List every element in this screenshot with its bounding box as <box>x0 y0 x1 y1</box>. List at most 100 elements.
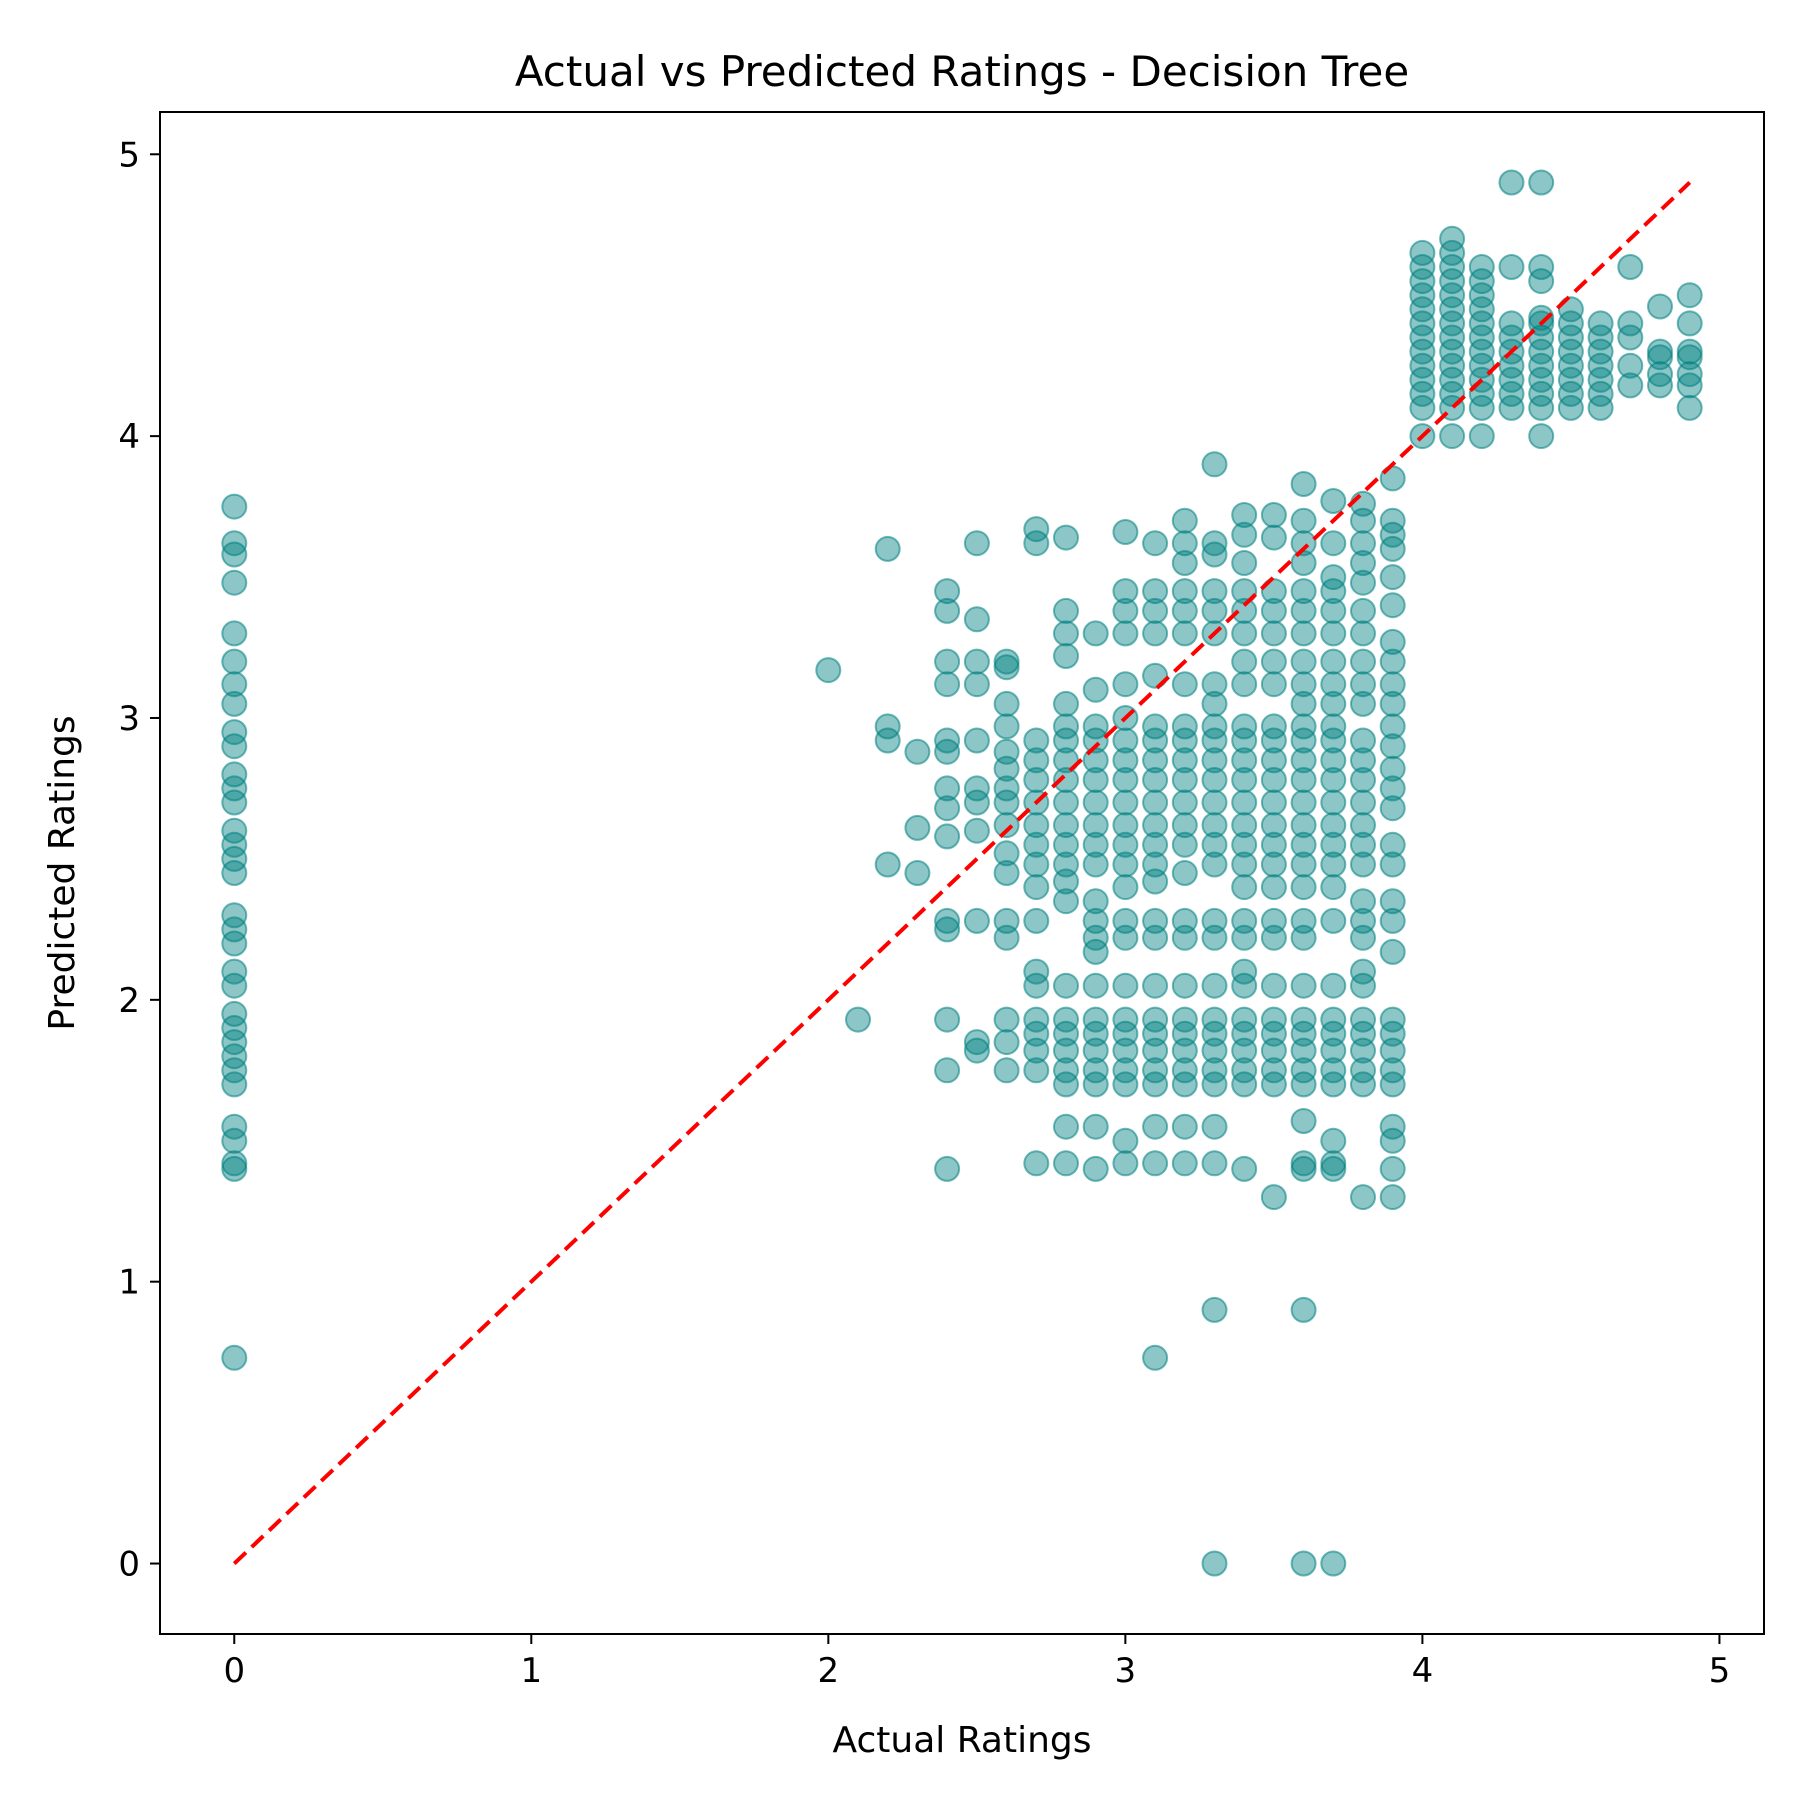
data-point <box>1201 831 1228 858</box>
data-point <box>1409 296 1436 323</box>
data-point <box>1350 530 1376 557</box>
data-point <box>1142 907 1169 934</box>
data-point <box>221 1155 248 1182</box>
data-point <box>1320 690 1347 717</box>
data-point <box>1260 727 1287 754</box>
data-point <box>221 493 248 520</box>
data-point <box>1350 1006 1376 1033</box>
data-point <box>1201 851 1228 878</box>
data-point <box>1142 1057 1169 1084</box>
data-point <box>1201 1057 1228 1084</box>
data-point <box>221 958 248 985</box>
data-point <box>1439 423 1466 450</box>
data-point <box>1350 812 1376 839</box>
data-point <box>1260 524 1287 551</box>
data-point <box>1082 789 1109 816</box>
data-point <box>221 916 248 943</box>
data-point <box>1379 713 1406 740</box>
data-point <box>1409 268 1436 295</box>
data-point <box>1112 1150 1139 1177</box>
data-point <box>1557 352 1584 379</box>
data-point <box>1231 874 1258 901</box>
data-point <box>993 738 1020 765</box>
data-point <box>1379 775 1406 802</box>
data-point <box>221 1150 248 1177</box>
data-point <box>1023 767 1050 793</box>
data-point <box>221 1057 248 1084</box>
data-point <box>1320 727 1347 754</box>
data-point <box>1171 972 1198 999</box>
data-point <box>1320 831 1347 858</box>
data-point <box>993 713 1020 740</box>
data-point <box>1171 789 1198 816</box>
data-point <box>1231 812 1258 839</box>
data-point <box>963 727 990 754</box>
data-point <box>1528 352 1555 379</box>
data-point <box>1587 338 1614 365</box>
data-point <box>1260 907 1287 934</box>
data-point <box>1350 767 1376 793</box>
data-point <box>1468 394 1495 421</box>
data-point <box>1290 1071 1317 1098</box>
data-point <box>1201 767 1228 793</box>
data-point <box>874 713 901 740</box>
data-point <box>963 671 990 698</box>
data-point <box>904 738 931 765</box>
data-point <box>1112 1020 1139 1047</box>
data-point <box>1676 394 1703 421</box>
data-point <box>1142 597 1169 624</box>
data-point <box>1409 352 1436 379</box>
data-point <box>1290 671 1317 698</box>
data-point <box>1290 1550 1317 1577</box>
data-point <box>1350 620 1376 647</box>
data-point <box>1498 394 1525 421</box>
data-point <box>1439 324 1466 351</box>
data-point <box>1112 789 1139 816</box>
data-point <box>1557 366 1584 393</box>
data-point <box>1468 338 1495 365</box>
data-point <box>1082 1006 1109 1033</box>
data-point <box>1082 1113 1109 1140</box>
data-point <box>1379 592 1406 619</box>
data-point <box>1290 507 1317 534</box>
data-point <box>1082 938 1109 965</box>
data-point <box>993 1029 1020 1056</box>
data-point <box>1409 282 1436 309</box>
data-point <box>1439 239 1466 266</box>
data-point <box>1231 521 1258 548</box>
data-point <box>1468 296 1495 323</box>
data-point <box>1320 530 1347 557</box>
data-point <box>1201 1113 1228 1140</box>
data-point <box>1409 338 1436 365</box>
data-point <box>1468 282 1495 309</box>
data-point <box>1290 874 1317 901</box>
data-point <box>934 597 961 624</box>
data-point <box>1231 767 1258 793</box>
data-point <box>1320 671 1347 698</box>
data-point <box>963 907 990 934</box>
data-point <box>1112 578 1139 605</box>
data-point <box>1468 423 1495 450</box>
data-point <box>934 775 961 802</box>
data-point <box>1260 812 1287 839</box>
data-point <box>1409 394 1436 421</box>
data-point <box>221 530 248 557</box>
data-point <box>1439 268 1466 295</box>
data-point <box>1409 239 1436 266</box>
data-point <box>1142 789 1169 816</box>
data-point <box>1231 851 1258 878</box>
data-point <box>1201 727 1228 754</box>
data-point <box>1350 972 1376 999</box>
data-point <box>1617 254 1644 280</box>
data-point <box>1171 860 1198 886</box>
data-point <box>1409 366 1436 393</box>
y-axis-label: Predicted Ratings <box>42 715 83 1030</box>
data-point <box>934 671 961 698</box>
data-point <box>1142 578 1169 605</box>
data-point <box>1260 713 1287 740</box>
data-point <box>1350 1071 1376 1098</box>
data-point <box>1379 755 1406 782</box>
data-point <box>1023 747 1050 774</box>
data-point <box>1290 713 1317 740</box>
data-point <box>1290 727 1317 754</box>
